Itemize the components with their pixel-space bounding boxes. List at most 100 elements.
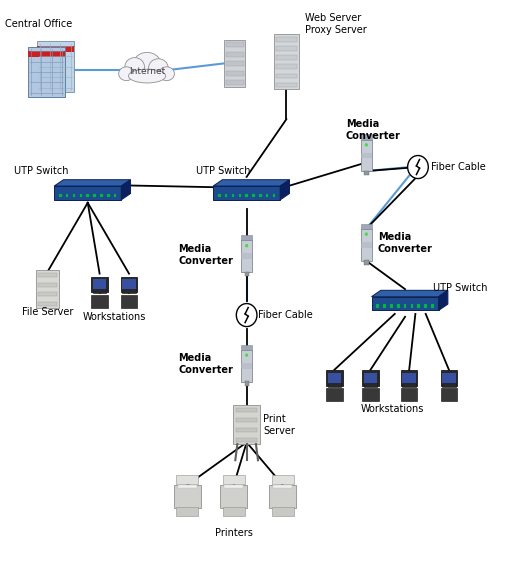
FancyBboxPatch shape	[241, 253, 252, 259]
Text: Media
Converter: Media Converter	[178, 353, 233, 375]
FancyBboxPatch shape	[328, 383, 341, 387]
FancyBboxPatch shape	[73, 194, 75, 197]
FancyBboxPatch shape	[273, 485, 292, 488]
FancyBboxPatch shape	[236, 428, 257, 432]
Circle shape	[408, 156, 428, 179]
FancyBboxPatch shape	[122, 290, 136, 294]
FancyBboxPatch shape	[226, 51, 244, 57]
FancyBboxPatch shape	[377, 304, 379, 308]
Polygon shape	[213, 186, 280, 200]
FancyBboxPatch shape	[361, 224, 372, 229]
FancyBboxPatch shape	[224, 485, 243, 488]
FancyBboxPatch shape	[241, 344, 252, 350]
FancyBboxPatch shape	[276, 74, 297, 78]
Text: Workstations: Workstations	[361, 404, 424, 414]
FancyBboxPatch shape	[39, 274, 57, 278]
FancyBboxPatch shape	[272, 194, 276, 197]
Text: UTP Switch: UTP Switch	[14, 166, 69, 176]
FancyBboxPatch shape	[441, 388, 457, 401]
FancyBboxPatch shape	[383, 304, 386, 308]
FancyBboxPatch shape	[122, 279, 136, 291]
FancyBboxPatch shape	[236, 408, 257, 412]
Polygon shape	[54, 180, 131, 186]
FancyBboxPatch shape	[245, 381, 249, 386]
FancyBboxPatch shape	[233, 405, 260, 444]
FancyBboxPatch shape	[364, 260, 369, 265]
FancyBboxPatch shape	[87, 194, 89, 197]
FancyBboxPatch shape	[226, 80, 244, 85]
FancyBboxPatch shape	[361, 242, 372, 248]
FancyBboxPatch shape	[276, 82, 297, 88]
FancyBboxPatch shape	[176, 475, 198, 484]
FancyBboxPatch shape	[236, 438, 257, 442]
FancyBboxPatch shape	[220, 485, 247, 508]
FancyBboxPatch shape	[364, 383, 377, 387]
Ellipse shape	[159, 67, 174, 81]
FancyBboxPatch shape	[272, 507, 294, 516]
FancyBboxPatch shape	[361, 139, 372, 172]
Text: UTP Switch: UTP Switch	[196, 166, 251, 176]
Ellipse shape	[134, 52, 160, 74]
FancyBboxPatch shape	[411, 304, 413, 308]
Polygon shape	[372, 290, 448, 297]
FancyBboxPatch shape	[225, 194, 228, 197]
Polygon shape	[121, 180, 131, 200]
FancyBboxPatch shape	[401, 370, 417, 386]
FancyBboxPatch shape	[114, 194, 117, 197]
FancyBboxPatch shape	[28, 47, 65, 97]
FancyBboxPatch shape	[223, 507, 245, 516]
Text: Internet: Internet	[129, 67, 165, 76]
Polygon shape	[439, 290, 448, 310]
FancyBboxPatch shape	[241, 240, 252, 272]
FancyBboxPatch shape	[245, 271, 249, 276]
FancyBboxPatch shape	[402, 383, 416, 387]
FancyBboxPatch shape	[276, 65, 297, 69]
Text: Web Server
Proxy Server: Web Server Proxy Server	[305, 13, 367, 35]
Text: Print
Server: Print Server	[263, 414, 295, 435]
FancyBboxPatch shape	[121, 277, 137, 293]
FancyBboxPatch shape	[276, 55, 297, 60]
FancyBboxPatch shape	[93, 290, 106, 294]
FancyBboxPatch shape	[269, 485, 296, 508]
FancyBboxPatch shape	[441, 370, 457, 386]
FancyBboxPatch shape	[37, 46, 74, 52]
FancyBboxPatch shape	[107, 194, 109, 197]
FancyBboxPatch shape	[91, 277, 108, 293]
Ellipse shape	[119, 67, 134, 81]
FancyBboxPatch shape	[362, 370, 379, 386]
Polygon shape	[280, 180, 289, 200]
FancyBboxPatch shape	[226, 71, 244, 76]
FancyBboxPatch shape	[223, 475, 245, 484]
Circle shape	[245, 244, 248, 248]
Text: Fiber Cable: Fiber Cable	[431, 162, 486, 172]
FancyBboxPatch shape	[79, 194, 82, 197]
FancyBboxPatch shape	[390, 304, 393, 308]
FancyBboxPatch shape	[276, 46, 297, 51]
FancyBboxPatch shape	[361, 229, 372, 260]
FancyBboxPatch shape	[364, 170, 369, 175]
FancyBboxPatch shape	[259, 194, 262, 197]
FancyBboxPatch shape	[362, 388, 379, 401]
FancyBboxPatch shape	[252, 194, 255, 197]
Text: Media
Converter: Media Converter	[378, 232, 432, 254]
Polygon shape	[54, 186, 121, 200]
FancyBboxPatch shape	[39, 292, 57, 296]
FancyBboxPatch shape	[276, 37, 297, 42]
Polygon shape	[372, 297, 439, 310]
FancyBboxPatch shape	[91, 295, 108, 308]
Text: UTP Switch: UTP Switch	[433, 283, 488, 293]
FancyBboxPatch shape	[39, 302, 57, 305]
FancyBboxPatch shape	[442, 383, 456, 387]
FancyBboxPatch shape	[404, 304, 407, 308]
FancyBboxPatch shape	[364, 373, 377, 384]
FancyBboxPatch shape	[424, 304, 427, 308]
FancyBboxPatch shape	[401, 388, 417, 401]
FancyBboxPatch shape	[241, 363, 252, 369]
FancyBboxPatch shape	[328, 373, 341, 384]
FancyBboxPatch shape	[431, 304, 433, 308]
FancyBboxPatch shape	[442, 373, 456, 384]
FancyBboxPatch shape	[66, 194, 69, 197]
FancyBboxPatch shape	[121, 295, 137, 308]
FancyBboxPatch shape	[226, 42, 244, 47]
FancyBboxPatch shape	[28, 51, 65, 57]
